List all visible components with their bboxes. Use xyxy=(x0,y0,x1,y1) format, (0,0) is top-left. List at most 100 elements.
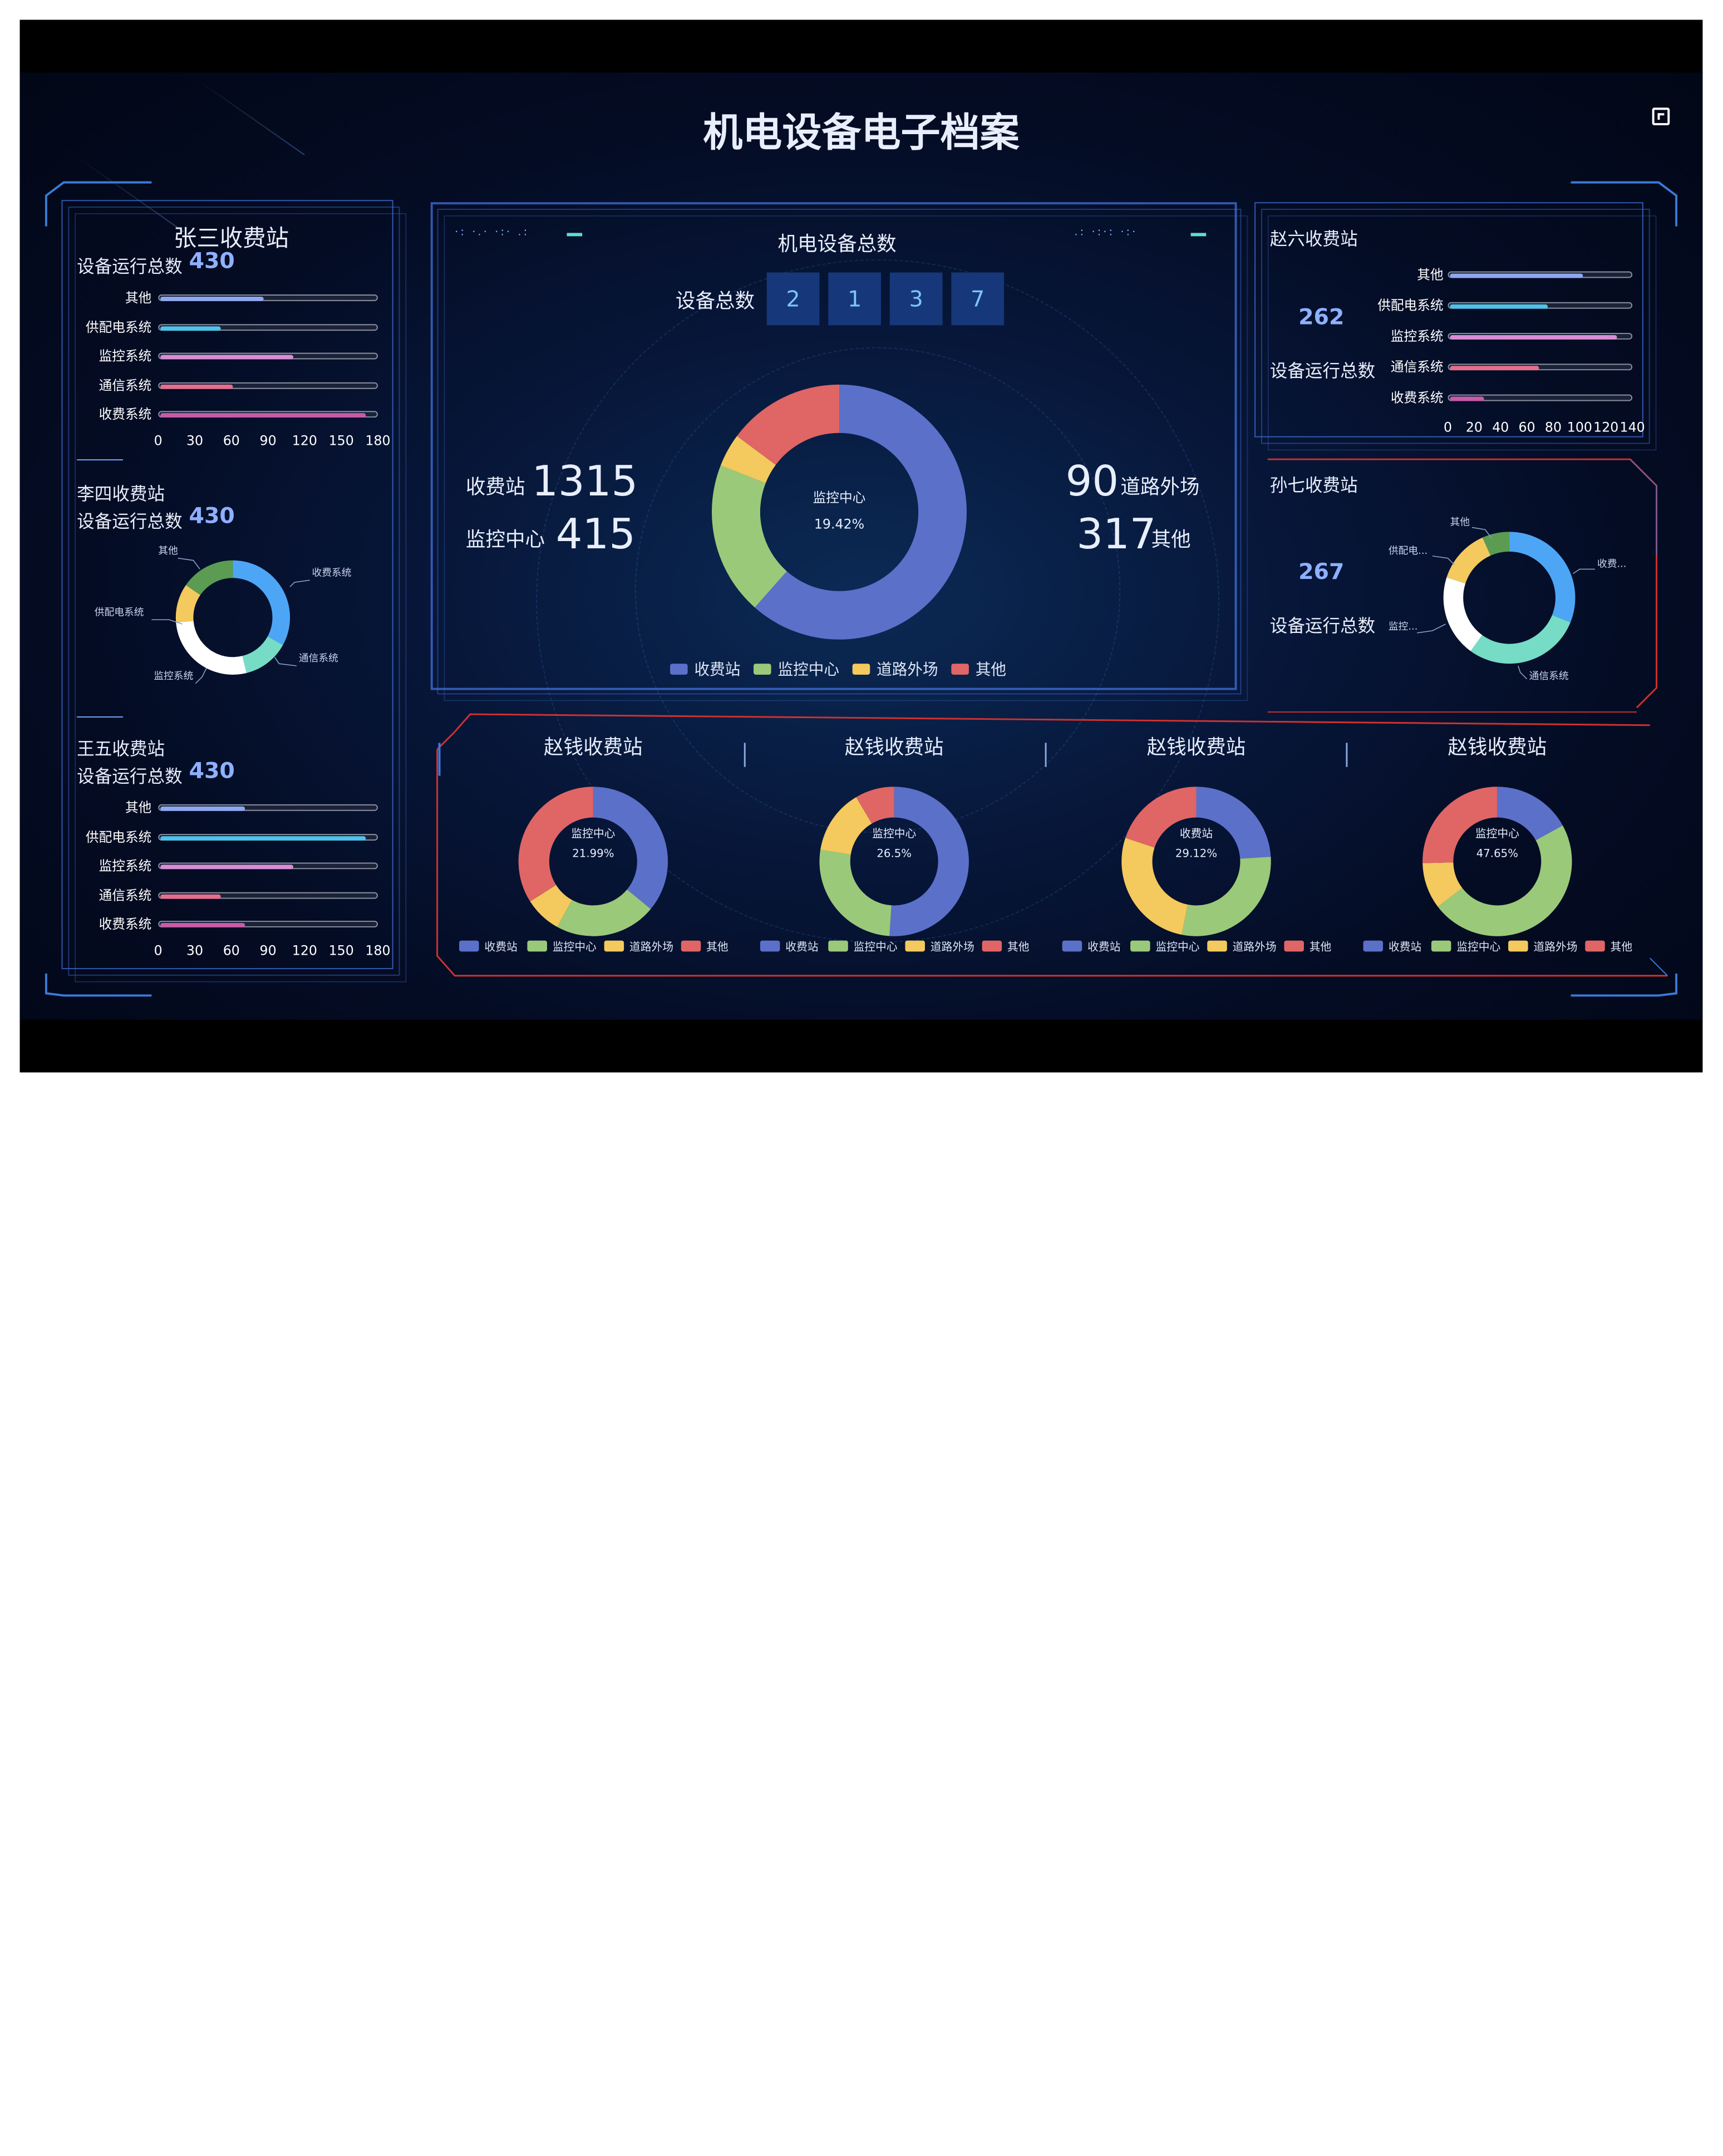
bar-fill xyxy=(160,326,221,331)
donut-slice xyxy=(530,885,572,927)
legend-label: 其他 xyxy=(1610,941,1633,954)
accent-dash xyxy=(1190,233,1207,237)
legend-label: 其他 xyxy=(706,941,728,954)
stat-label: 监控中心 xyxy=(465,528,545,552)
donut-center-label: 监控中心 xyxy=(1475,828,1519,841)
label-leader-line xyxy=(1518,665,1528,680)
donut-label: 其他 xyxy=(158,545,178,557)
right-panel-frame xyxy=(1267,215,1657,451)
bar-fill xyxy=(160,923,245,927)
total-value: 267 xyxy=(1298,558,1345,585)
globe-decoration xyxy=(536,259,1219,943)
donut-label: 监控... xyxy=(1389,621,1417,632)
donut-slice xyxy=(1121,838,1188,935)
legend-swatch xyxy=(1130,940,1150,952)
legend-swatch xyxy=(459,940,479,952)
bar-fill xyxy=(160,384,233,389)
page-title: 机电设备电子档案 xyxy=(703,111,1020,156)
station-title: 赵钱收费站 xyxy=(1146,736,1246,759)
bar-fill xyxy=(160,413,366,418)
axis-tick: 100 xyxy=(1567,420,1592,435)
legend-swatch xyxy=(951,664,969,675)
axis-tick: 60 xyxy=(1518,420,1535,435)
label-leader-line xyxy=(1417,623,1446,633)
legend-label: 其他 xyxy=(1007,941,1030,954)
legend-swatch xyxy=(1363,940,1384,952)
bar-track xyxy=(158,381,378,389)
legend-label: 收费站 xyxy=(694,661,741,679)
donut-slice xyxy=(185,560,233,595)
donut-center-label: 收费站 xyxy=(1179,828,1213,841)
label-leader-line xyxy=(151,619,183,625)
legend-swatch xyxy=(681,940,701,952)
center-title: 机电设备总数 xyxy=(777,233,897,256)
label-leader-line xyxy=(178,557,200,569)
axis-tick: 120 xyxy=(1593,420,1619,435)
legend-swatch xyxy=(604,940,624,952)
legend-label: 收费站 xyxy=(484,941,518,954)
donut-center-label: 监控中心 xyxy=(813,490,866,505)
bar-track xyxy=(158,833,378,841)
donut-label: 监控系统 xyxy=(154,670,193,682)
donut-slice xyxy=(737,384,840,465)
bar-label: 监控系统 xyxy=(99,348,152,364)
legend-label: 收费站 xyxy=(1087,941,1121,954)
donut-slice xyxy=(1443,577,1483,651)
total-label: 设备运行总数 xyxy=(1269,360,1376,381)
fullscreen-icon[interactable] xyxy=(1652,107,1670,126)
total-value: 430 xyxy=(189,502,235,529)
legend-label: 其他 xyxy=(975,661,1007,679)
axis-tick: 140 xyxy=(1619,420,1645,435)
bar-track xyxy=(1448,333,1633,340)
legend-swatch xyxy=(1062,940,1082,952)
station-title: 王五收费站 xyxy=(77,738,165,759)
donut-slice xyxy=(755,384,967,640)
donut-slice xyxy=(1509,532,1576,623)
label-leader-line xyxy=(274,656,297,666)
axis-tick: 80 xyxy=(1544,420,1562,435)
bar-label: 供配电系统 xyxy=(1377,297,1444,313)
legend-swatch xyxy=(982,940,1002,952)
legend-swatch xyxy=(1508,940,1528,952)
donut-slice xyxy=(242,636,283,673)
bottom-frame xyxy=(436,713,1668,977)
legend-label: 监控中心 xyxy=(853,941,898,954)
right-panel-frame xyxy=(1261,209,1650,444)
legend-label: 收费站 xyxy=(1388,941,1422,954)
bar-label: 收费系统 xyxy=(99,406,152,422)
digit-box: 1 xyxy=(828,272,882,326)
bar-fill xyxy=(1450,273,1583,278)
stat-label: 道路外场 xyxy=(1120,475,1200,499)
axis-tick: 0 xyxy=(154,433,163,449)
center-panel-frame xyxy=(430,202,1237,690)
legend-swatch xyxy=(828,940,848,952)
donut-center-label: 监控中心 xyxy=(872,828,917,841)
donut-slice xyxy=(856,787,894,824)
bar-track xyxy=(1448,302,1633,309)
axis-tick: 60 xyxy=(223,433,240,449)
total-label: 设备运行总数 xyxy=(77,765,183,787)
station-title: 孙七收费站 xyxy=(1269,474,1358,496)
legend-label: 监控中心 xyxy=(1155,941,1200,954)
donut-slice xyxy=(1470,615,1571,664)
stat-label: 其他 xyxy=(1151,528,1191,552)
bar-label: 供配电系统 xyxy=(85,829,152,844)
arrow-icon xyxy=(1657,113,1665,120)
left-panel-frame xyxy=(68,207,400,976)
axis-tick: 150 xyxy=(328,433,354,449)
bar-label: 其他 xyxy=(1417,267,1444,283)
axis-tick: 30 xyxy=(186,942,204,959)
bar-label: 通信系统 xyxy=(99,377,152,393)
donut-slice xyxy=(820,797,872,855)
legend-label: 监控中心 xyxy=(552,941,597,954)
donut-slice xyxy=(1125,787,1197,848)
donut-slice xyxy=(175,585,200,623)
bottom-donuts-svg xyxy=(518,787,1572,936)
accent-dash xyxy=(567,233,583,237)
bar-track xyxy=(158,804,378,811)
total-value: 430 xyxy=(189,247,235,274)
label-leader-line xyxy=(1471,527,1493,539)
left-panel-frame xyxy=(75,213,407,983)
legend-swatch xyxy=(905,940,925,952)
donut-slice xyxy=(1482,532,1510,556)
